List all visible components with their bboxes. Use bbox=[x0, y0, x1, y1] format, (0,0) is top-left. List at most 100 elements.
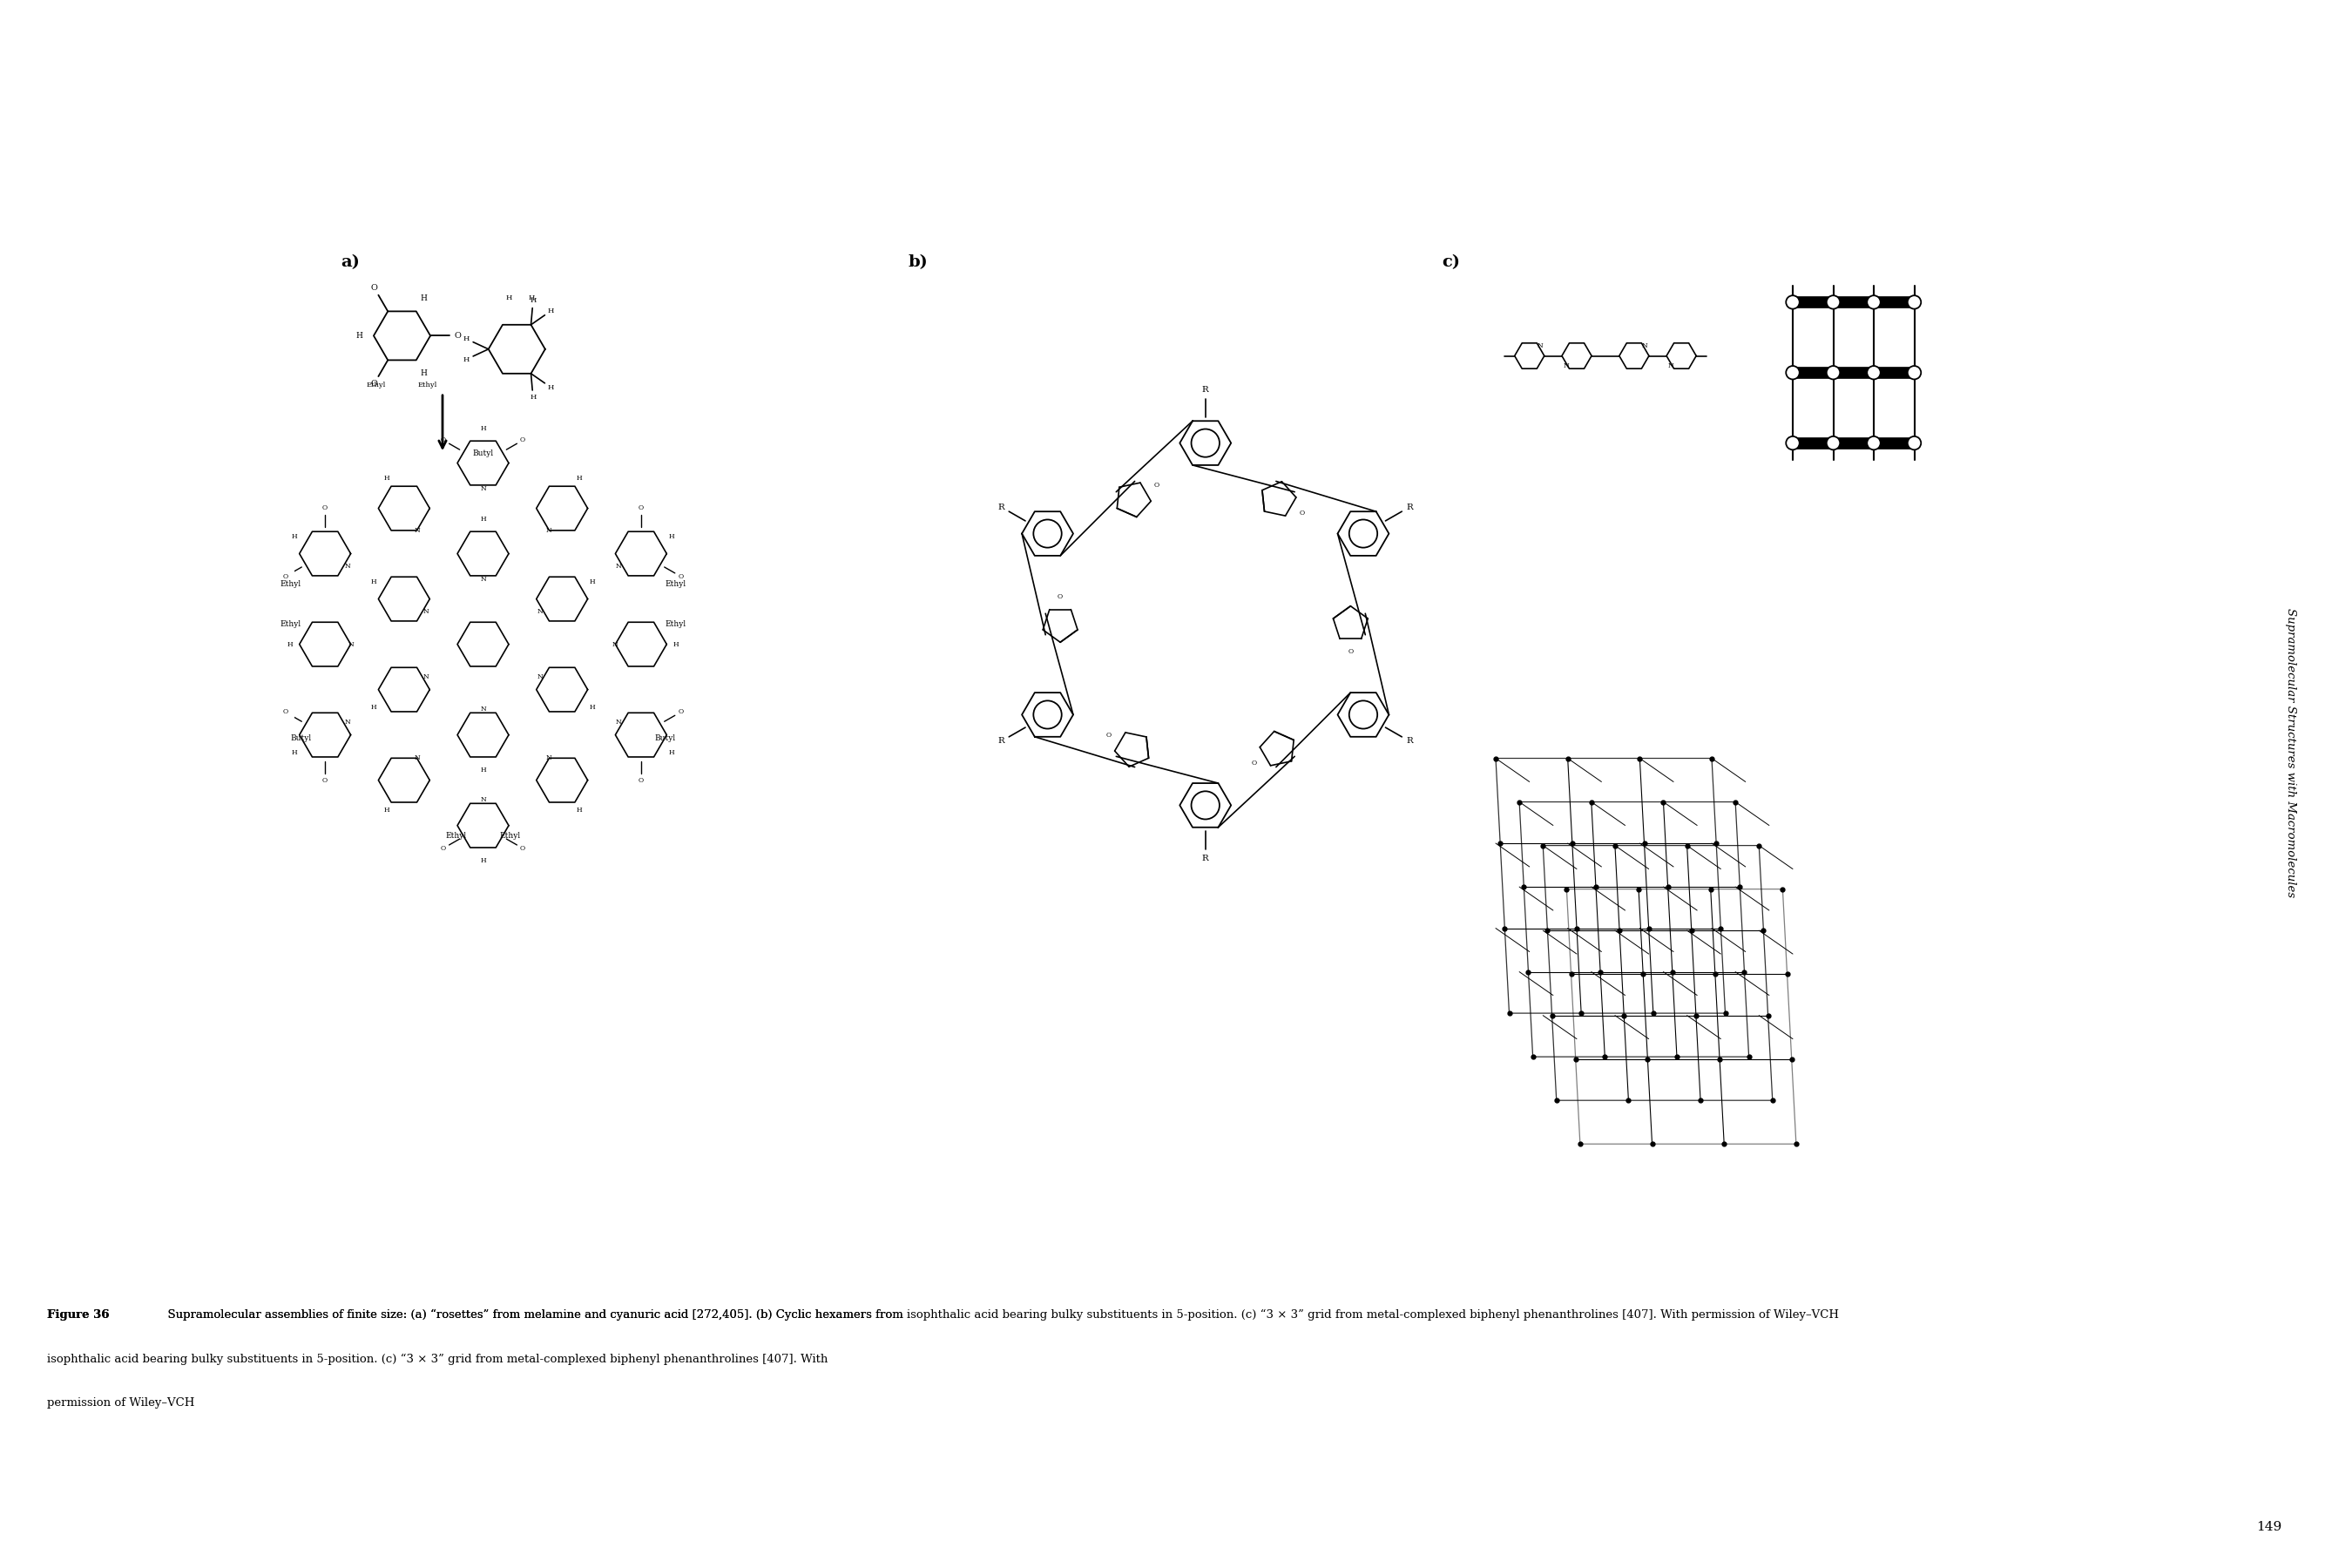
Text: N: N bbox=[414, 527, 419, 533]
Text: N: N bbox=[1536, 342, 1543, 350]
Circle shape bbox=[1907, 365, 1922, 379]
Circle shape bbox=[1828, 365, 1839, 379]
Text: N: N bbox=[348, 641, 353, 648]
Text: N: N bbox=[423, 608, 428, 615]
Text: N: N bbox=[1668, 362, 1675, 370]
Text: O: O bbox=[1155, 481, 1160, 489]
Text: N: N bbox=[536, 673, 543, 681]
Text: O: O bbox=[677, 709, 684, 715]
Circle shape bbox=[1867, 365, 1882, 379]
Text: H: H bbox=[355, 332, 362, 340]
Circle shape bbox=[1785, 295, 1799, 309]
Text: O: O bbox=[440, 437, 447, 444]
Text: O: O bbox=[372, 379, 376, 387]
Text: H: H bbox=[480, 856, 487, 864]
Text: Ethyl: Ethyl bbox=[280, 621, 301, 629]
Text: N: N bbox=[612, 641, 619, 648]
Text: H: H bbox=[383, 475, 390, 481]
Text: O: O bbox=[677, 572, 684, 580]
Text: O: O bbox=[282, 709, 287, 715]
Text: a): a) bbox=[341, 254, 360, 270]
Text: H: H bbox=[548, 307, 555, 314]
Text: O: O bbox=[520, 845, 524, 851]
Text: O: O bbox=[322, 505, 327, 511]
Text: N: N bbox=[423, 673, 428, 681]
Text: c): c) bbox=[1442, 254, 1461, 270]
Text: O: O bbox=[1105, 732, 1112, 739]
Bar bbox=[1792, 296, 1915, 307]
Text: N: N bbox=[414, 754, 419, 762]
Text: Figure 36: Figure 36 bbox=[47, 1309, 108, 1320]
Text: R: R bbox=[1406, 737, 1414, 745]
Text: N: N bbox=[343, 718, 350, 726]
Text: N: N bbox=[343, 563, 350, 569]
Text: H: H bbox=[673, 641, 680, 648]
Bar bbox=[1792, 367, 1915, 378]
Text: O: O bbox=[1348, 648, 1352, 655]
Text: Butyl: Butyl bbox=[654, 734, 675, 742]
Text: Ethyl: Ethyl bbox=[499, 831, 520, 839]
Text: b): b) bbox=[908, 254, 929, 270]
Text: 149: 149 bbox=[2256, 1521, 2281, 1534]
Text: Supramolecular assemblies of finite size: (a) “rosettes” from melamine and cyanu: Supramolecular assemblies of finite size… bbox=[160, 1309, 903, 1320]
Text: H: H bbox=[668, 750, 675, 756]
Text: H: H bbox=[529, 295, 534, 301]
Text: H: H bbox=[292, 533, 299, 539]
Text: O: O bbox=[322, 778, 327, 784]
Text: O: O bbox=[520, 437, 524, 444]
Text: H: H bbox=[463, 336, 470, 342]
Text: N: N bbox=[480, 485, 487, 492]
Text: R: R bbox=[997, 737, 1004, 745]
Bar bbox=[1792, 437, 1915, 448]
Text: O: O bbox=[372, 284, 376, 292]
Text: N: N bbox=[480, 706, 487, 713]
Text: Ethyl: Ethyl bbox=[666, 580, 687, 588]
Text: N: N bbox=[480, 797, 487, 803]
Text: H: H bbox=[668, 533, 675, 539]
Text: N: N bbox=[1564, 362, 1569, 370]
Text: O: O bbox=[1251, 759, 1256, 767]
Text: H: H bbox=[529, 298, 536, 304]
Circle shape bbox=[1907, 436, 1922, 450]
Circle shape bbox=[1907, 295, 1922, 309]
Text: H: H bbox=[590, 704, 595, 710]
Text: H: H bbox=[480, 767, 487, 773]
Text: R: R bbox=[1406, 503, 1414, 511]
Text: H: H bbox=[421, 295, 428, 303]
Text: H: H bbox=[480, 516, 487, 522]
Text: H: H bbox=[292, 750, 299, 756]
Text: O: O bbox=[1298, 510, 1305, 516]
Text: Ethyl: Ethyl bbox=[280, 580, 301, 588]
Text: H: H bbox=[287, 641, 294, 648]
Circle shape bbox=[1785, 436, 1799, 450]
Text: H: H bbox=[590, 579, 595, 585]
Text: Butyl: Butyl bbox=[473, 448, 494, 456]
Text: H: H bbox=[576, 475, 583, 481]
Text: Ethyl: Ethyl bbox=[419, 383, 437, 389]
Text: N: N bbox=[616, 718, 621, 726]
Text: H: H bbox=[463, 356, 470, 362]
Circle shape bbox=[1828, 436, 1839, 450]
Text: H: H bbox=[421, 368, 428, 376]
Text: O: O bbox=[440, 845, 447, 851]
Text: O: O bbox=[637, 505, 644, 511]
Text: Ethyl: Ethyl bbox=[367, 383, 386, 389]
Text: N: N bbox=[536, 608, 543, 615]
Circle shape bbox=[1828, 295, 1839, 309]
Text: N: N bbox=[546, 527, 553, 533]
Circle shape bbox=[1785, 365, 1799, 379]
Text: Ethyl: Ethyl bbox=[445, 831, 466, 839]
Text: Ethyl: Ethyl bbox=[666, 621, 687, 629]
Text: R: R bbox=[1202, 855, 1209, 862]
Text: H: H bbox=[372, 579, 376, 585]
Text: O: O bbox=[454, 332, 461, 340]
Text: Figure 36: Figure 36 bbox=[47, 1309, 108, 1320]
Text: isophthalic acid bearing bulky substituents in 5-position. (c) “3 × 3” grid from: isophthalic acid bearing bulky substitue… bbox=[47, 1353, 828, 1364]
Circle shape bbox=[1867, 295, 1882, 309]
Text: H: H bbox=[480, 425, 487, 431]
Text: O: O bbox=[637, 778, 644, 784]
Text: H: H bbox=[506, 295, 513, 301]
Text: Supramolecular assemblies of finite size: (a) “rosettes” from melamine and cyanu: Supramolecular assemblies of finite size… bbox=[160, 1309, 1839, 1320]
Text: Butyl: Butyl bbox=[292, 734, 310, 742]
Text: H: H bbox=[372, 704, 376, 710]
